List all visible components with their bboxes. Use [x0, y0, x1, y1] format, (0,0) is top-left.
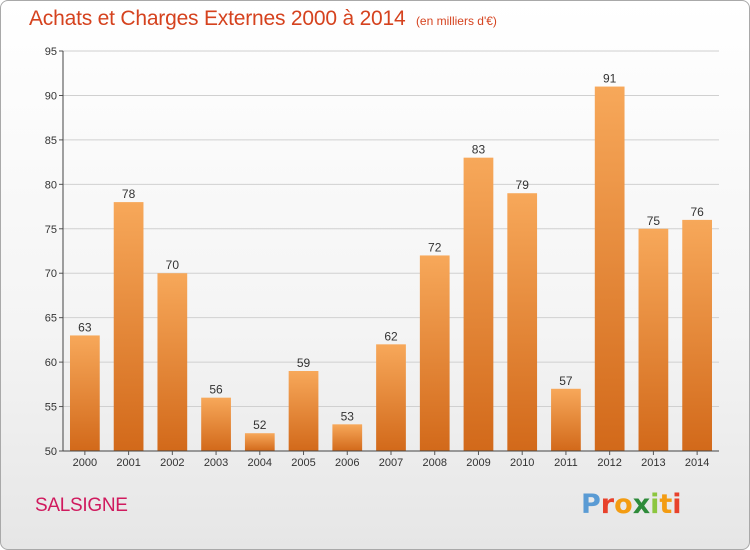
bar-layer	[69, 86, 713, 452]
x-tick-label: 2001	[116, 457, 140, 469]
value-label: 83	[472, 143, 486, 157]
logo-letter: i	[650, 489, 660, 520]
value-label: 91	[603, 72, 617, 86]
value-label: 76	[690, 205, 704, 219]
bar-2008[interactable]	[419, 255, 450, 451]
logo-letter: P	[581, 489, 601, 520]
value-label: 75	[647, 214, 661, 228]
bar-2013[interactable]	[638, 228, 669, 451]
bar-2005[interactable]	[288, 371, 319, 451]
x-tick-label: 2008	[422, 457, 446, 469]
x-tick-label: 2002	[160, 457, 184, 469]
bar-2003[interactable]	[201, 397, 231, 451]
logo-letter: t	[659, 489, 673, 520]
bar-2000[interactable]	[69, 335, 100, 451]
x-tick-label: 2014	[685, 457, 709, 469]
y-tick-label: 55	[45, 402, 57, 414]
value-label: 52	[253, 418, 267, 432]
logo-letter: r	[600, 489, 615, 520]
y-tick-label: 65	[45, 313, 57, 325]
x-tick-label: 2006	[335, 457, 359, 469]
bar-2001[interactable]	[113, 202, 144, 451]
chart-title: Achats et Charges Externes 2000 à 2014	[29, 7, 406, 30]
x-tick-label: 2000	[73, 457, 97, 469]
chart-subtitle: (en milliers d'€)	[415, 14, 497, 28]
y-tick-label: 50	[45, 446, 57, 458]
x-tick-label: 2009	[466, 457, 490, 469]
x-tick-label: 2012	[597, 457, 621, 469]
title-row: Achats et Charges Externes 2000 à 2014 (…	[29, 7, 497, 31]
bar-2011[interactable]	[551, 388, 581, 451]
y-tick-label: 95	[45, 46, 57, 58]
bar-2012[interactable]	[594, 86, 625, 452]
y-tick-label: 85	[45, 135, 57, 147]
value-label: 59	[297, 356, 311, 370]
value-label: 72	[428, 240, 442, 254]
bar-2002[interactable]	[157, 273, 188, 451]
logo-letter: x	[632, 489, 651, 520]
x-tick-label: 2003	[204, 457, 228, 469]
value-label: 53	[341, 409, 355, 423]
bar-2006[interactable]	[332, 424, 363, 451]
value-label: 56	[209, 383, 223, 397]
bar-2009[interactable]	[463, 157, 494, 451]
x-tick-label: 2004	[248, 457, 272, 469]
value-label: 79	[516, 178, 530, 192]
value-label: 62	[384, 329, 398, 343]
proxiti-logo[interactable]: Proxiti	[581, 489, 682, 520]
bar-2010[interactable]	[507, 193, 538, 451]
commune-name: SALSIGNE	[35, 495, 128, 516]
bar-2004[interactable]	[244, 433, 275, 451]
x-tick-label: 2011	[554, 457, 578, 469]
y-tick-label: 75	[45, 224, 57, 236]
y-tick-label: 70	[45, 268, 57, 280]
y-tick-label: 80	[45, 179, 57, 191]
bar-2014[interactable]	[682, 219, 713, 451]
logo-letter: i	[672, 489, 682, 520]
value-label: 63	[78, 320, 92, 334]
y-tick-label: 60	[45, 357, 57, 369]
label-layer: 63 78 70 56 52 59 53 62 72 83 79 57 91 75 76	[78, 72, 704, 433]
y-tick-label: 90	[45, 90, 57, 102]
value-label: 57	[559, 374, 573, 388]
x-tick-label: 2010	[510, 457, 534, 469]
x-tick-label: 2005	[291, 457, 315, 469]
value-label: 70	[166, 258, 180, 272]
bar-2007[interactable]	[376, 344, 406, 451]
x-tick-label: 2013	[641, 457, 665, 469]
logo-letter: o	[614, 489, 633, 520]
axis-layer: 50 55 60 65 70 75 80 85 90 95 2000 2001 2002 2003 2004…	[45, 46, 719, 469]
x-tick-label: 2007	[379, 457, 403, 469]
value-label: 78	[122, 187, 136, 201]
